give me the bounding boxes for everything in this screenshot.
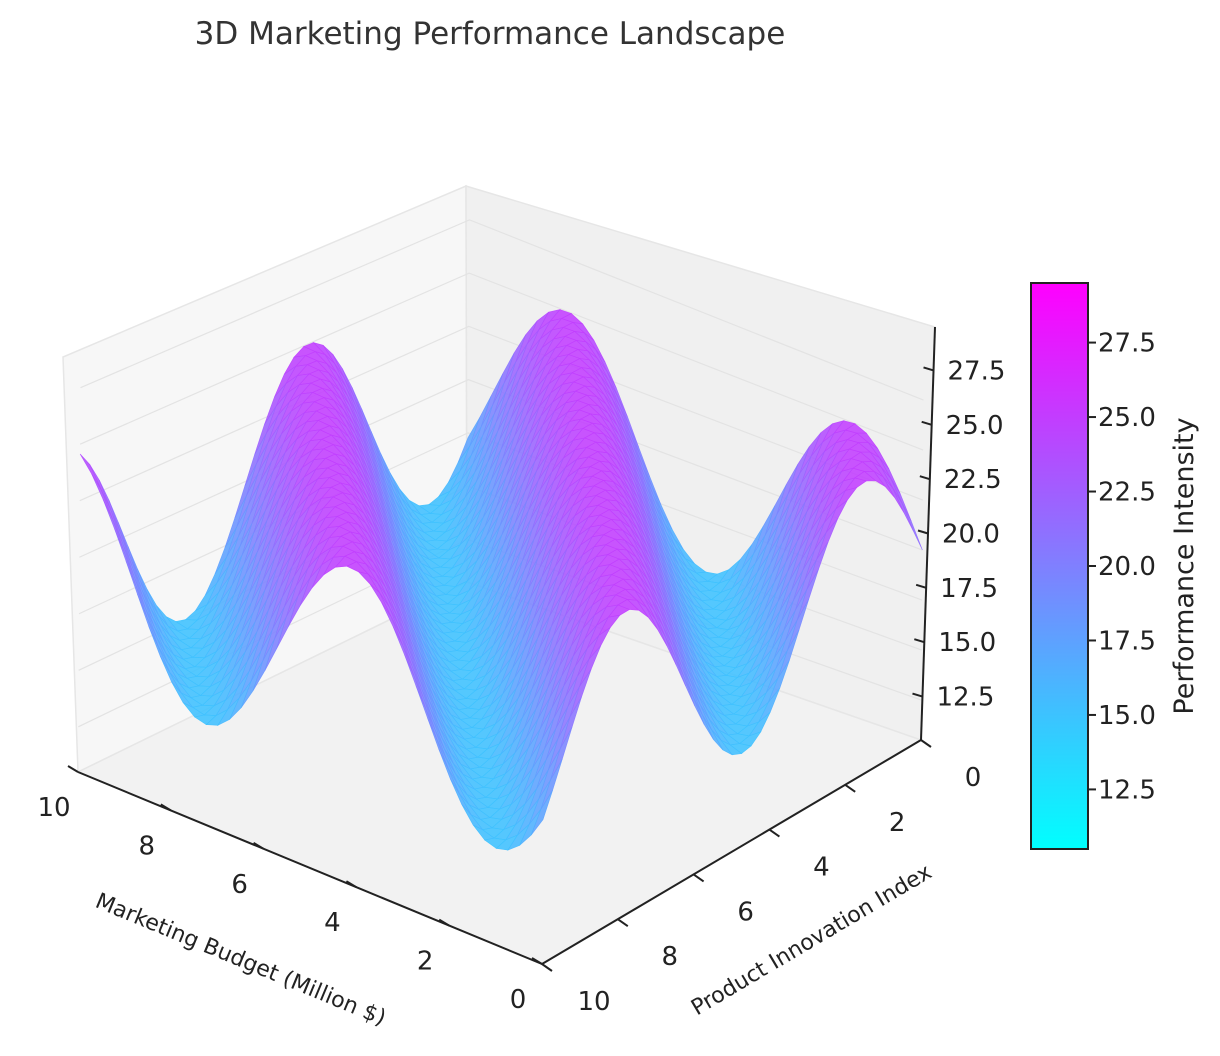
chart-title: 3D Marketing Performance Landscape — [195, 16, 786, 52]
colorbar-tick-label: 25.0 — [1098, 403, 1156, 433]
y-tick-label: 4 — [813, 853, 830, 883]
z-tick-mark — [919, 475, 931, 481]
y-tick-label: 6 — [737, 897, 754, 927]
z-tick-label: 27.5 — [948, 356, 1006, 386]
z-axis-ticks: 12.5 15.0 17.5 20.0 22.5 25.0 27.5 — [912, 356, 1006, 713]
y-axis-line — [541, 739, 922, 965]
z-gridline — [80, 219, 924, 401]
z-tick-mark — [912, 692, 923, 698]
x-axis-line — [77, 771, 543, 965]
colorbar-tick-label: 20.0 — [1098, 552, 1156, 582]
x-tick-mark — [438, 918, 450, 927]
surface-face — [79, 453, 102, 490]
colorbar-label: Performance Intensity — [1169, 417, 1200, 714]
z-tick-label: 12.5 — [936, 683, 994, 713]
x-tick-mark — [160, 803, 172, 812]
x-tick-mark — [67, 765, 79, 773]
z-tick-label: 22.5 — [944, 465, 1002, 495]
colorbar-tick-label: 22.5 — [1098, 478, 1156, 508]
x-tick-label: 8 — [139, 831, 156, 861]
surface-plot — [79, 309, 923, 851]
colorbar-tick-label: 15.0 — [1098, 701, 1156, 731]
z-gridline — [79, 378, 923, 558]
z-tick-label: 25.0 — [946, 411, 1004, 441]
z-tick-label: 17.5 — [940, 574, 998, 604]
colorbar-tick-label: 17.5 — [1098, 626, 1156, 656]
x-tick-mark — [253, 841, 265, 850]
x-axis-label: Marketing Budget (Million $) — [92, 889, 390, 1031]
y-tick-mark — [617, 918, 629, 928]
z-tick-mark — [915, 583, 927, 589]
y-tick-label: 0 — [965, 763, 982, 793]
z-tick-label: 20.0 — [942, 520, 1000, 550]
y-tick-mark — [768, 828, 780, 838]
z-tick-mark — [914, 638, 925, 644]
z-tick-mark — [917, 529, 929, 535]
z-gridline — [79, 272, 924, 451]
colorbar-gradient — [1030, 282, 1089, 850]
y-axis-ticks: 0 2 4 6 8 10 — [541, 739, 982, 1017]
x-tick-label: 4 — [324, 908, 341, 938]
x-tick-label: 0 — [510, 985, 527, 1015]
colorbar-ticks: 12.5 15.0 17.5 20.0 22.5 25.0 27.5 — [1088, 329, 1156, 805]
colorbar-tick-label: 27.5 — [1098, 329, 1156, 359]
colorbar: 12.5 15.0 17.5 20.0 22.5 25.0 27.5 Performance… — [1030, 282, 1200, 850]
y-tick-mark — [920, 739, 932, 748]
x-tick-mark — [345, 880, 357, 889]
y-tick-mark — [693, 873, 705, 883]
z-tick-label: 15.0 — [938, 628, 996, 658]
y-tick-mark — [541, 963, 553, 972]
y-tick-label: 10 — [577, 987, 610, 1017]
x-tick-label: 6 — [231, 870, 248, 900]
z-tick-mark — [923, 366, 934, 372]
x-axis-ticks: 0 2 4 6 8 10 — [37, 765, 543, 1015]
colorbar-tick-label: 12.5 — [1098, 775, 1156, 805]
y-axis-label: Product Innovation Index — [687, 860, 936, 1021]
y-tick-mark — [844, 783, 856, 793]
y-tick-label: 2 — [889, 808, 906, 838]
x-tick-label: 2 — [417, 947, 434, 977]
x-tick-label: 10 — [37, 793, 70, 823]
y-tick-label: 8 — [662, 942, 679, 972]
x-tick-mark — [531, 957, 543, 965]
z-gridline — [79, 325, 923, 502]
z-tick-mark — [921, 420, 932, 426]
